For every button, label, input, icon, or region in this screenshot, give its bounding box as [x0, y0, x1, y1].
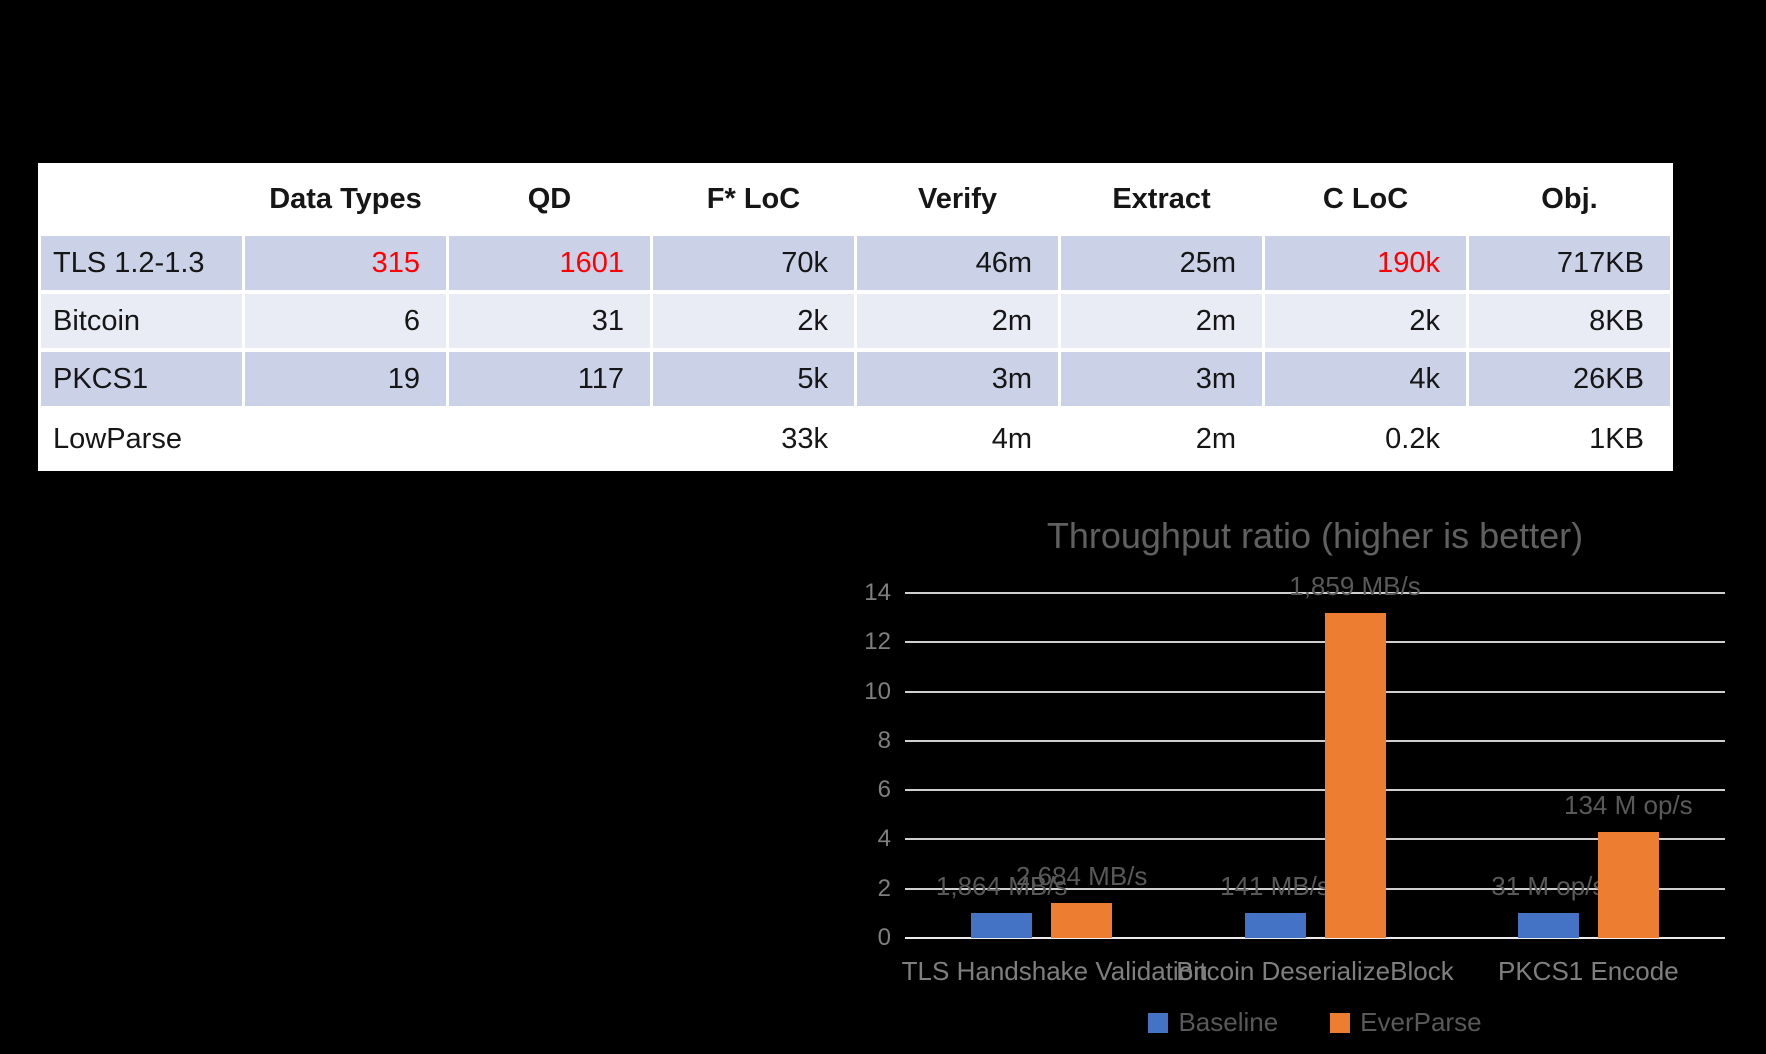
row-label-tls: TLS 1.2-1.3 — [41, 236, 242, 290]
gridline-y-12 — [905, 641, 1725, 644]
table-cell-tls-extract: 25m — [1061, 236, 1262, 290]
column-header-c-loc: C LoC — [1265, 166, 1466, 232]
bar-baseline-2 — [1244, 913, 1306, 938]
legend-swatch-baseline — [1148, 1012, 1169, 1033]
gridline-y-10 — [905, 690, 1725, 693]
y-axis-tick-label: 2 — [877, 874, 891, 902]
table-cell-tls-verify: 46m — [857, 236, 1058, 290]
gridline-y-2 — [905, 887, 1725, 890]
row-label-lowparse: LowParse — [41, 410, 242, 468]
table-cell-bitcoin-fstar-loc: 2k — [653, 294, 854, 348]
gridline-y-0 — [905, 937, 1725, 939]
y-axis-tick-label: 8 — [877, 726, 891, 754]
table-cell-lowparse-verify: 4m — [857, 410, 1058, 468]
table-cell-bitcoin-verify: 2m — [857, 294, 1058, 348]
table-cell-lowparse-fstar-loc: 33k — [653, 410, 854, 468]
legend-item-baseline: Baseline — [1148, 1007, 1278, 1038]
column-header-obj: Obj. — [1469, 166, 1670, 232]
table-cell-pkcs1-c-loc: 4k — [1265, 352, 1466, 406]
y-axis-tick-label: 12 — [864, 628, 891, 656]
table-cell-bitcoin-obj: 8KB — [1469, 294, 1670, 348]
y-axis-tick-label: 4 — [877, 825, 891, 853]
data-label-everparse-1: 2,684 MB/s — [1015, 860, 1148, 891]
bar-everparse-1 — [1051, 902, 1113, 938]
y-axis-tick-label: 10 — [864, 677, 891, 705]
chart-title: Throughput ratio (higher is better) — [1046, 515, 1584, 556]
table-cell-lowparse-obj: 1KB — [1469, 410, 1670, 468]
column-header-fstar-loc: F* LoC — [653, 166, 854, 232]
gridline-y-8 — [905, 739, 1725, 742]
table-cell-pkcs1-data-types: 19 — [245, 352, 446, 406]
table-cell-tls-c-loc: 190k — [1265, 236, 1466, 290]
data-label-baseline-2: 141 MB/s — [1220, 871, 1330, 902]
y-axis-tick-label: 0 — [877, 924, 891, 951]
table-cell-bitcoin-c-loc: 2k — [1265, 294, 1466, 348]
gridline-y-4 — [905, 838, 1725, 841]
row-label-pkcs1: PKCS1 — [41, 352, 242, 406]
y-axis-tick-label: 6 — [877, 776, 891, 804]
table-cell-pkcs1-qd: 117 — [449, 352, 650, 406]
x-category-label-1: TLS Handshake Validation — [901, 956, 1208, 986]
table-cell-tls-fstar-loc: 70k — [653, 236, 854, 290]
data-label-everparse-2: 1,859 MB/s — [1289, 571, 1421, 602]
plot-area: 0 2 4 6 8 10 12 14 1,864 MB/s 2,684 MB/s TLS Hands… — [864, 571, 1725, 986]
bar-everparse-2 — [1324, 613, 1386, 938]
data-label-baseline-3: 31 M op/s — [1491, 871, 1606, 902]
x-category-label-3: PKCS1 Encode — [1497, 956, 1679, 986]
legend-swatch-everparse — [1330, 1012, 1351, 1033]
legend-label-everparse: EverParse — [1360, 1007, 1482, 1037]
legend-item-everparse: EverParse — [1330, 1007, 1482, 1038]
bar-everparse-3 — [1597, 831, 1659, 938]
table-cell-lowparse-c-loc: 0.2k — [1265, 410, 1466, 468]
table-cell-pkcs1-verify: 3m — [857, 352, 1058, 406]
column-header-data-types: Data Types — [245, 166, 446, 232]
y-axis-tick-label: 14 — [864, 579, 891, 606]
table-cell-lowparse-qd — [449, 410, 650, 468]
table-cell-bitcoin-extract: 2m — [1061, 294, 1262, 348]
column-header-qd: QD — [449, 166, 650, 232]
table-cell-tls-obj: 717KB — [1469, 236, 1670, 290]
data-label-baseline-1: 1,864 MB/s — [935, 871, 1068, 902]
chart-legend: Baseline EverParse — [905, 1007, 1725, 1038]
table-cell-tls-qd: 1601 — [449, 236, 650, 290]
table-cell-bitcoin-qd: 31 — [449, 294, 650, 348]
gridline-y-14 — [905, 592, 1725, 594]
table-cell-pkcs1-obj: 26KB — [1469, 352, 1670, 406]
bar-baseline-1 — [971, 913, 1033, 938]
table-cell-lowparse-data-types — [245, 410, 446, 468]
table-cell-pkcs1-fstar-loc: 5k — [653, 352, 854, 406]
table-cell-lowparse-extract: 2m — [1061, 410, 1262, 468]
gridline-y-6 — [905, 789, 1725, 792]
column-header-extract: Extract — [1061, 166, 1262, 232]
column-header-verify: Verify — [857, 166, 1058, 232]
table-cell-tls-data-types: 315 — [245, 236, 446, 290]
corner-cell — [41, 166, 242, 232]
results-table: Data Types QD F* LoC Verify Extract C Lo… — [38, 163, 1673, 471]
x-category-label-2: Bitcoin DeserializeBlock — [1176, 956, 1454, 986]
data-label-everparse-3: 134 M op/s — [1564, 789, 1693, 820]
throughput-chart: Throughput ratio (higher is better) 0 2 4 6… — [845, 515, 1745, 1050]
table-cell-bitcoin-data-types: 6 — [245, 294, 446, 348]
legend-label-baseline: Baseline — [1178, 1007, 1279, 1037]
row-label-bitcoin: Bitcoin — [41, 294, 242, 348]
bar-baseline-3 — [1517, 913, 1579, 938]
table-cell-pkcs1-extract: 3m — [1061, 352, 1262, 406]
